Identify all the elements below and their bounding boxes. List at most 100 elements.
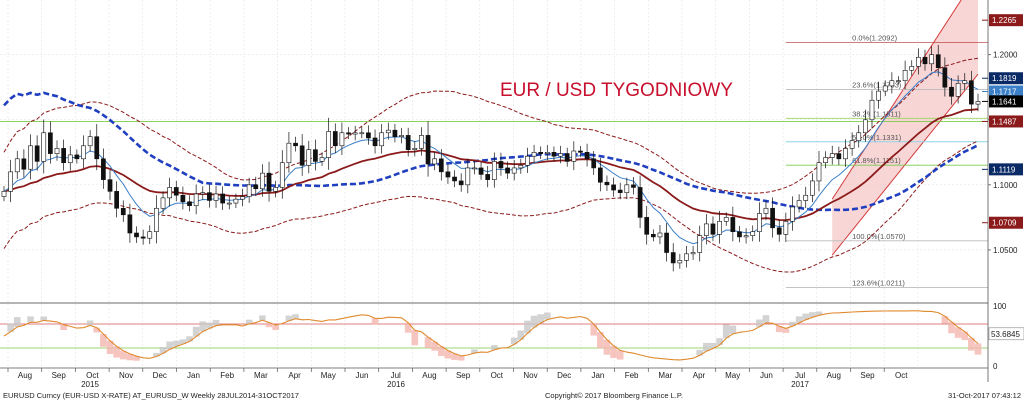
osc-histogram-bar [106,340,114,355]
candle [332,123,338,154]
osc-histogram-bar [789,321,796,327]
osc-histogram-bar [212,319,220,326]
candle [604,175,610,191]
candle-body [909,66,915,71]
candle-body [41,132,47,162]
candle-body [889,80,895,87]
candle-body [8,171,13,192]
candle-body [120,207,126,216]
candle [74,149,80,164]
osc-histogram-bar [186,336,193,342]
osc-histogram-bar [941,316,949,324]
candle [313,139,318,171]
x-tick-label: Dec [153,371,167,380]
candle-body [863,119,868,134]
candle-body [849,140,855,149]
candle [167,177,173,207]
osc-tick-label: 0 [993,362,998,371]
candle-body [114,191,119,209]
candle-body [511,167,517,174]
candle-body [140,236,146,239]
candle [34,135,40,171]
candle-body [505,167,510,174]
osc-histogram-bar [756,319,763,327]
osc-histogram-bar [722,324,730,339]
candle-body [498,161,504,169]
candle [48,121,53,164]
candle [975,93,981,112]
candle-body [969,80,974,105]
candle-body [949,86,954,97]
candle-body [21,158,27,170]
ema-short-line [3,71,979,245]
candle [836,146,842,166]
candle-body [134,232,139,238]
candle [631,177,636,195]
candle-body [61,148,66,164]
channel-lower-edge [831,73,979,256]
price-tag-box [989,163,1023,176]
osc-histogram-bar [954,327,962,338]
candle [220,186,226,210]
candle-body [187,201,192,206]
candle-body [233,198,239,204]
osc-histogram-bar [510,337,518,345]
osc-histogram-bar [703,342,710,352]
candle [591,151,597,175]
candle-body [81,145,86,160]
candle-body [226,202,232,205]
candles [1,44,981,272]
osc-histogram-bar [517,330,525,340]
candle [829,145,835,165]
candle-body [101,158,106,180]
candle-body [803,194,809,201]
candle [650,229,656,242]
candle [339,122,345,156]
candle-body [531,152,537,157]
candle [730,206,736,242]
candle [200,186,206,200]
candle [710,216,716,242]
year-label: 2017 [791,380,809,389]
x-tick-label: Aug [827,371,841,380]
candle [478,161,484,180]
candle-body [703,223,709,236]
candle-body [279,162,285,188]
candle [849,132,855,156]
osc-histogram-bar [272,325,279,331]
x-tick-label: Sep [860,371,875,380]
osc-histogram-bar [431,341,438,351]
osc-histogram-bar [199,321,207,332]
candle-body [392,129,398,137]
candle [28,134,33,180]
candle-body [882,85,888,92]
price-tag-box [989,216,1023,229]
osc-histogram-bar [597,332,604,349]
osc-histogram-bar [729,325,737,334]
candle-body [836,153,842,160]
candle-body [843,148,848,160]
osc-histogram-bar [27,316,34,323]
osc-histogram-bar [100,334,107,347]
candle [525,147,530,173]
candle-body [869,99,875,121]
price-tag-label: 1.1819 [992,74,1017,83]
candle [790,196,795,231]
osc-histogram-bar [292,314,299,319]
osc-histogram-bar [590,324,598,336]
candle-body [664,232,669,253]
candle-body [67,154,73,164]
candle [723,212,729,226]
x-tick-label: May [725,371,740,380]
x-tick-label: Jan [591,371,604,380]
osc-histogram-bar [616,350,624,360]
candle-body [54,148,60,154]
candle [61,139,66,171]
price-tag-box [989,95,1023,108]
candle [279,150,285,199]
x-tick-label: Sep [52,371,67,380]
price-tag-label: 1.1717 [992,88,1017,97]
candle [637,175,643,229]
candle-body [617,189,623,193]
candle-body [359,132,365,135]
